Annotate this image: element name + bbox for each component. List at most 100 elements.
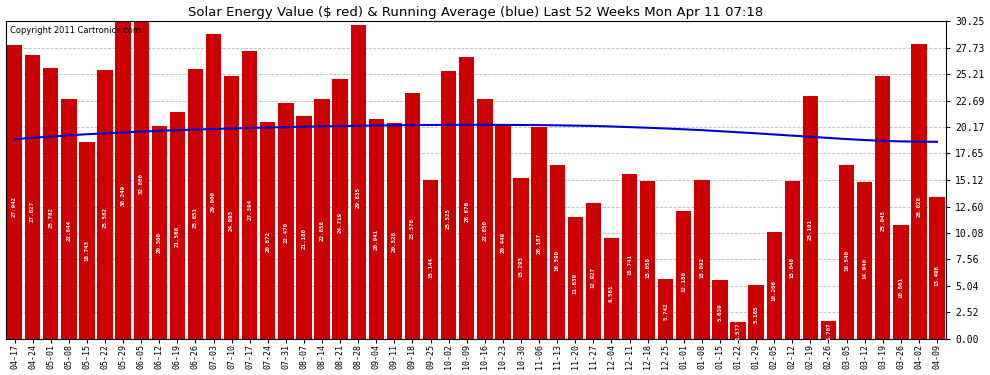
Text: 32.800: 32.800: [139, 173, 144, 194]
Bar: [875, 76, 890, 339]
Text: 29.835: 29.835: [355, 188, 360, 209]
Text: 27.394: 27.394: [248, 199, 252, 220]
Bar: [405, 93, 420, 339]
Text: 15.293: 15.293: [519, 256, 524, 277]
Bar: [893, 225, 909, 339]
Text: 16.540: 16.540: [844, 250, 849, 271]
Text: 15.058: 15.058: [645, 257, 650, 278]
Text: 15.144: 15.144: [428, 257, 433, 278]
Bar: [748, 285, 764, 339]
Text: 30.249: 30.249: [121, 185, 126, 206]
Bar: [803, 96, 818, 339]
Text: 20.300: 20.300: [156, 232, 161, 254]
Bar: [151, 126, 167, 339]
Bar: [712, 280, 728, 339]
Text: 25.045: 25.045: [880, 210, 885, 231]
Text: Copyright 2011 Cartronics.com: Copyright 2011 Cartronics.com: [10, 26, 142, 35]
Bar: [821, 321, 837, 339]
Text: 23.376: 23.376: [410, 218, 415, 239]
Text: 20.528: 20.528: [392, 231, 397, 252]
Text: 5.742: 5.742: [663, 303, 668, 321]
Bar: [567, 217, 583, 339]
Text: 5.165: 5.165: [753, 306, 758, 323]
Bar: [315, 99, 330, 339]
Bar: [188, 69, 203, 339]
Bar: [134, 0, 148, 339]
Text: 25.782: 25.782: [49, 207, 53, 228]
Bar: [549, 165, 565, 339]
Bar: [387, 123, 402, 339]
Text: 16.590: 16.590: [554, 250, 559, 271]
Bar: [857, 182, 872, 339]
Text: 27.942: 27.942: [12, 196, 17, 217]
Bar: [586, 203, 601, 339]
Text: 14.940: 14.940: [862, 258, 867, 279]
Text: 10.206: 10.206: [772, 280, 777, 301]
Bar: [368, 119, 384, 339]
Text: 23.101: 23.101: [808, 219, 813, 240]
Bar: [260, 122, 275, 339]
Bar: [839, 165, 854, 339]
Bar: [169, 112, 185, 339]
Text: 5.639: 5.639: [718, 303, 723, 321]
Text: 1.707: 1.707: [826, 322, 831, 340]
Bar: [296, 116, 312, 339]
Text: 9.581: 9.581: [609, 285, 614, 302]
Bar: [97, 70, 113, 339]
Bar: [441, 71, 456, 339]
Text: 25.525: 25.525: [446, 208, 451, 229]
Bar: [242, 51, 257, 339]
Text: 15.741: 15.741: [627, 254, 632, 275]
Text: 1.577: 1.577: [736, 322, 741, 340]
Bar: [532, 127, 546, 339]
Text: 29.000: 29.000: [211, 191, 216, 212]
Bar: [604, 238, 619, 339]
Text: 21.560: 21.560: [175, 226, 180, 248]
Bar: [731, 322, 745, 339]
Bar: [224, 76, 240, 339]
Text: 20.672: 20.672: [265, 231, 270, 252]
Bar: [278, 103, 294, 339]
Bar: [676, 211, 691, 339]
Text: 11.639: 11.639: [573, 273, 578, 294]
Bar: [495, 124, 511, 339]
Text: 28.028: 28.028: [917, 196, 922, 217]
Text: 25.651: 25.651: [193, 207, 198, 228]
Text: 22.470: 22.470: [283, 222, 288, 243]
Text: 27.027: 27.027: [30, 201, 36, 222]
Text: 22.850: 22.850: [482, 220, 487, 242]
Text: 13.498: 13.498: [935, 265, 940, 286]
Text: 21.180: 21.180: [302, 228, 307, 249]
Text: 20.941: 20.941: [374, 230, 379, 251]
Text: 22.844: 22.844: [66, 220, 71, 242]
Bar: [514, 178, 529, 339]
Bar: [44, 68, 58, 339]
Text: 12.927: 12.927: [591, 267, 596, 288]
Bar: [61, 99, 76, 339]
Bar: [7, 45, 23, 339]
Bar: [911, 45, 927, 339]
Text: 15.048: 15.048: [790, 257, 795, 278]
Text: 22.858: 22.858: [320, 220, 325, 242]
Bar: [658, 279, 673, 339]
Text: 25.582: 25.582: [103, 207, 108, 228]
Bar: [116, 21, 131, 339]
Text: 20.449: 20.449: [500, 232, 506, 253]
Bar: [423, 180, 439, 339]
Bar: [459, 57, 474, 339]
Text: 20.187: 20.187: [537, 233, 542, 254]
Bar: [477, 99, 493, 339]
Bar: [333, 79, 347, 339]
Bar: [640, 181, 655, 339]
Text: 10.861: 10.861: [898, 277, 903, 298]
Title: Solar Energy Value ($ red) & Running Average (blue) Last 52 Weeks Mon Apr 11 07:: Solar Energy Value ($ red) & Running Ave…: [188, 6, 763, 18]
Text: 26.876: 26.876: [464, 201, 469, 222]
Bar: [930, 197, 944, 339]
Bar: [622, 174, 638, 339]
Text: 24.993: 24.993: [229, 210, 234, 231]
Bar: [350, 26, 366, 339]
Bar: [206, 34, 221, 339]
Bar: [766, 232, 782, 339]
Text: 12.180: 12.180: [681, 271, 686, 292]
Bar: [79, 142, 95, 339]
